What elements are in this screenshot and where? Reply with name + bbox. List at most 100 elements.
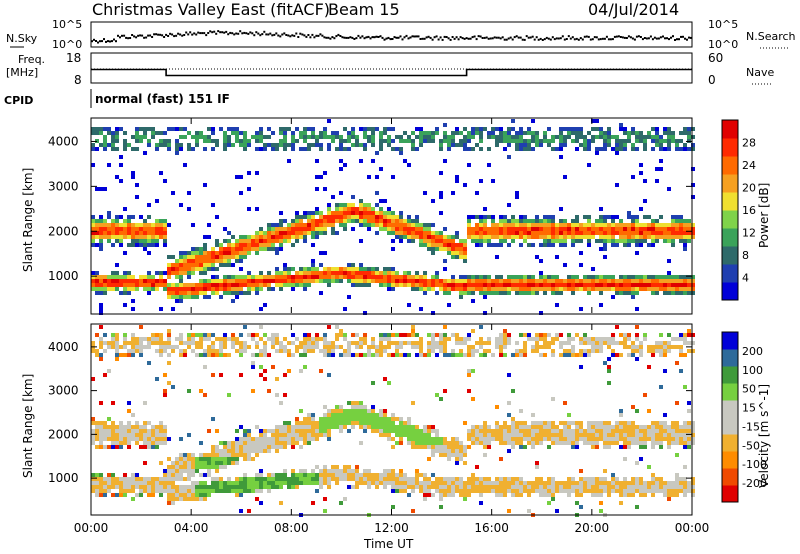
power-cell: [631, 291, 635, 295]
velocity-cell: [223, 441, 227, 445]
velocity-cell: [615, 481, 619, 485]
nsky-point: [405, 34, 408, 37]
power-cell: [247, 207, 251, 211]
velocity-cell: [459, 353, 463, 357]
power-cell: [675, 287, 679, 291]
nsky-point: [585, 35, 588, 38]
power-cell: [195, 251, 199, 255]
velocity-cell: [263, 377, 267, 381]
power-cell: [603, 255, 607, 259]
power-cell: [671, 235, 675, 239]
power-cell: [227, 247, 231, 251]
power-cell: [495, 275, 499, 279]
velocity-cell: [515, 425, 519, 429]
power-cell: [259, 275, 263, 279]
velocity-cell: [359, 401, 363, 405]
velocity-cell: [311, 341, 315, 345]
power-cell: [315, 271, 319, 275]
velocity-cell: [135, 437, 139, 441]
velocity-cell: [331, 425, 335, 429]
power-cell: [455, 247, 459, 251]
power-cell: [511, 119, 515, 123]
power-cell: [539, 283, 543, 287]
power-cell: [587, 291, 591, 295]
velocity-cell: [339, 417, 343, 421]
power-cell: [175, 259, 179, 263]
velocity-cell: [559, 341, 563, 345]
nsky-point: [523, 38, 526, 41]
power-cell: [275, 235, 279, 239]
velocity-cell: [467, 337, 471, 341]
velocity-cell: [503, 329, 507, 333]
power-cell: [575, 135, 579, 139]
velocity-cell: [419, 485, 423, 489]
power-cell: [495, 223, 499, 227]
velocity-cell: [631, 493, 635, 497]
power-cell: [119, 239, 123, 243]
velocity-cell: [571, 489, 575, 493]
velocity-cell: [627, 353, 631, 357]
velocity-cell: [579, 353, 583, 357]
power-cell: [667, 287, 671, 291]
velocity-cell: [187, 477, 191, 481]
velocity-cell: [271, 341, 275, 345]
velocity-cell: [291, 469, 295, 473]
power-cell: [339, 275, 343, 279]
velocity-cell: [303, 341, 307, 345]
power-cell: [447, 243, 451, 247]
velocity-cell: [219, 373, 223, 377]
velocity-cell: [191, 485, 195, 489]
power-cell: [99, 235, 103, 239]
velocity-cell: [399, 417, 403, 421]
power-cell: [495, 291, 499, 295]
power-cell: [603, 223, 607, 227]
power-cell: [127, 219, 131, 223]
velocity-cell: [491, 429, 495, 433]
power-cell: [139, 139, 143, 143]
power-cell: [163, 283, 167, 287]
power-cell: [683, 227, 687, 231]
power-cell: [111, 287, 115, 291]
velocity-cell: [427, 441, 431, 445]
velocity-cell: [543, 481, 547, 485]
power-cell: [279, 271, 283, 275]
power-cell: [427, 235, 431, 239]
power-cell: [635, 135, 639, 139]
velocity-cell: [231, 489, 235, 493]
velocity-cell: [423, 497, 427, 501]
velocity-cell: [267, 445, 271, 449]
power-cell: [195, 267, 199, 271]
velocity-cell: [583, 349, 587, 353]
velocity-cell: [591, 425, 595, 429]
power-cell: [183, 259, 187, 263]
velocity-cell: [359, 417, 363, 421]
velocity-cell: [91, 429, 95, 433]
velocity-cell: [211, 353, 215, 357]
power-cell: [239, 251, 243, 255]
power-cell: [559, 143, 563, 147]
velocity-cell: [223, 461, 227, 465]
velocity-cell: [295, 345, 299, 349]
velocity-cell: [511, 437, 515, 441]
power-cell: [231, 287, 235, 291]
power-cell: [487, 239, 491, 243]
power-cell: [431, 243, 435, 247]
velocity-cell: [403, 425, 407, 429]
nsky-point: [177, 32, 180, 35]
power-cell: [355, 143, 359, 147]
power-cell: [191, 267, 195, 271]
power-cell: [195, 291, 199, 295]
velocity-cell: [451, 493, 455, 497]
power-cell: [343, 139, 347, 143]
power-cell: [371, 223, 375, 227]
power-cell: [483, 227, 487, 231]
velocity-cell: [563, 433, 567, 437]
velocity-cell: [147, 493, 151, 497]
velocity-cell: [91, 441, 95, 445]
velocity-cell: [603, 421, 607, 425]
power-cell: [475, 143, 479, 147]
power-cell: [203, 139, 207, 143]
velocity-cell: [591, 337, 595, 341]
power-cell: [611, 215, 615, 219]
power-cell: [667, 279, 671, 283]
